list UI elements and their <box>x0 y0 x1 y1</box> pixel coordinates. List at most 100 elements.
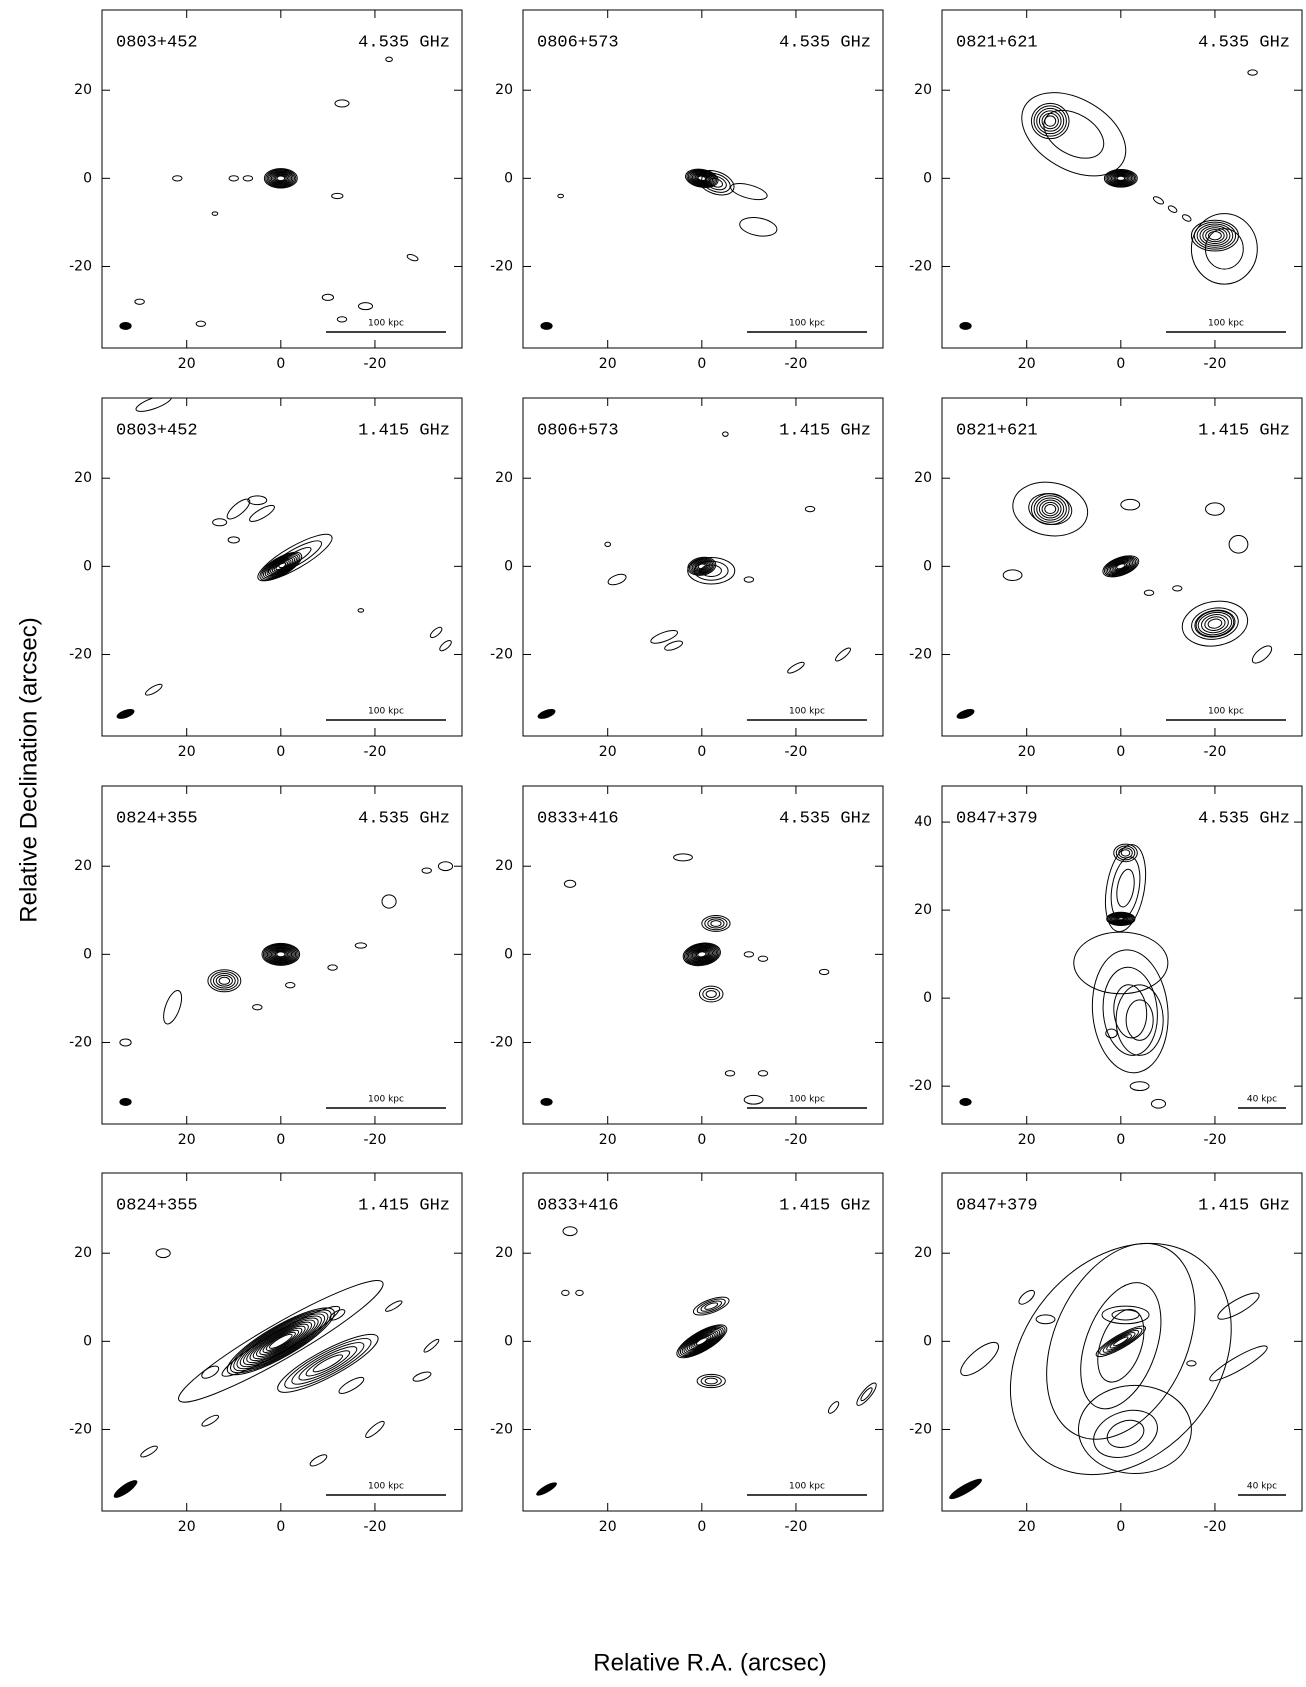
contour-line <box>1115 916 1126 922</box>
contour-line <box>172 175 183 182</box>
contour-line <box>1205 229 1225 243</box>
x-tick-label: -20 <box>1204 1132 1227 1148</box>
x-tick-label: -20 <box>1204 744 1227 760</box>
contour-line <box>685 168 719 188</box>
contour-line <box>312 1354 344 1373</box>
contour-line <box>1038 110 1062 132</box>
contour-line <box>673 853 693 862</box>
contour-line <box>1012 481 1089 537</box>
contour-line <box>261 553 301 580</box>
y-tick-label: 20 <box>74 858 92 874</box>
contour-line <box>696 174 708 182</box>
x-tick-label: 0 <box>276 1132 285 1148</box>
contour-line <box>1251 645 1273 664</box>
source-name: 0806+573 <box>537 421 619 440</box>
contour-line <box>690 558 714 574</box>
contour-line <box>1120 498 1141 511</box>
panel: 20 0 -20 -20 0 20 40 0847+379 4.535 GHz 40 kpc <box>909 785 1303 1148</box>
contour-line <box>1217 1292 1260 1320</box>
contour-line <box>696 1298 726 1314</box>
contour-line <box>1036 497 1065 521</box>
y-tick-label: 0 <box>923 558 932 574</box>
x-tick-label: -20 <box>364 1132 387 1148</box>
frequency: 4.535 GHz <box>1198 809 1290 828</box>
contour-line <box>1181 214 1192 222</box>
contour-line <box>1196 223 1234 248</box>
contour-line <box>575 1289 584 1297</box>
contour-line <box>215 974 233 987</box>
x-tick-label: 0 <box>697 744 706 760</box>
contour-line <box>1106 1332 1136 1351</box>
contour-line <box>1033 495 1067 523</box>
contour-line <box>1204 616 1226 631</box>
contour-line <box>1110 559 1132 573</box>
y-tick-label: 20 <box>495 470 513 486</box>
contour-line <box>247 495 268 506</box>
y-tick-label: -20 <box>909 1421 932 1437</box>
contour-line <box>201 1365 220 1379</box>
source-name: 0847+379 <box>956 809 1038 828</box>
contour-line <box>269 947 293 962</box>
contour-line <box>309 1454 328 1467</box>
contour-line <box>268 946 294 962</box>
y-tick-label: -20 <box>490 646 513 662</box>
contour-line <box>119 1038 132 1047</box>
source-name: 0821+621 <box>956 33 1038 52</box>
contour-line <box>960 1341 1000 1377</box>
beam <box>949 1478 982 1500</box>
x-tick-label: -20 <box>1204 356 1227 372</box>
x-tick-label: 20 <box>1018 744 1036 760</box>
y-tick-label: -20 <box>490 1421 513 1437</box>
contour-line <box>221 1305 341 1377</box>
contour-line <box>270 948 291 961</box>
contour-line <box>1209 1345 1268 1382</box>
contour-line <box>365 1420 385 1439</box>
contour-line <box>276 175 286 182</box>
scale-bar-label: 100 kpc <box>789 707 825 717</box>
y-tick-label: 0 <box>83 558 92 574</box>
contour-line <box>239 1315 322 1368</box>
contour-line <box>1046 1242 1196 1440</box>
contour-line <box>708 177 723 188</box>
beam <box>536 1482 557 1496</box>
contour-line <box>1191 607 1239 640</box>
contour-line <box>1113 1336 1129 1347</box>
contours <box>536 1226 877 1496</box>
contour-line <box>265 168 297 188</box>
x-tick-label: 0 <box>697 356 706 372</box>
contour-line <box>274 950 287 959</box>
y-tick-label: 20 <box>74 82 92 98</box>
contour-line <box>277 1333 379 1393</box>
contour-line <box>1103 169 1138 188</box>
scale-bar-label: 100 kpc <box>789 319 825 329</box>
x-tick-label: 20 <box>599 356 617 372</box>
contour-line <box>1095 1325 1146 1358</box>
frequency: 4.535 GHz <box>358 809 450 828</box>
contours <box>113 1248 440 1498</box>
contour-line <box>226 1307 335 1376</box>
source-name: 0821+621 <box>956 421 1038 440</box>
beam <box>119 322 132 330</box>
contour-line <box>1113 561 1129 572</box>
contour-line <box>1112 914 1130 924</box>
contour-line <box>256 1325 306 1357</box>
contour-line <box>338 1376 365 1394</box>
contour-line <box>724 1070 736 1077</box>
x-tick-label: 20 <box>599 744 617 760</box>
contour-line <box>787 661 805 674</box>
contour-line <box>1116 563 1126 570</box>
contour-line <box>1109 913 1132 925</box>
contour-line <box>201 1414 220 1427</box>
contour-line <box>265 945 297 964</box>
contour-line <box>804 505 816 513</box>
panel-frame <box>522 785 884 1125</box>
contour-line <box>685 1330 719 1353</box>
x-tick-label: 0 <box>1116 356 1125 372</box>
contour-line <box>604 541 612 548</box>
contour-line <box>357 302 374 311</box>
contour-line <box>694 949 710 959</box>
beam <box>113 1480 138 1498</box>
y-tick-label: 0 <box>923 990 932 1006</box>
contour-line <box>264 944 298 965</box>
